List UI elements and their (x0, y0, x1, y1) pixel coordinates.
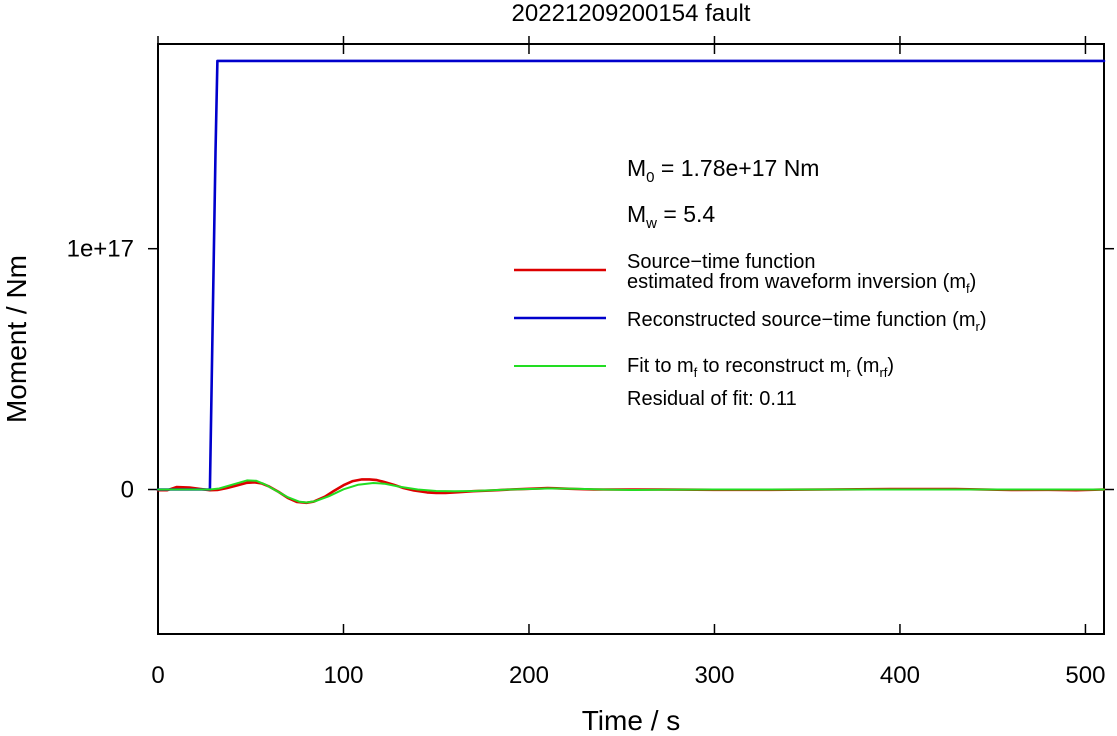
plot-frame (157, 43, 1105, 635)
legend-green-label: Fit to mf to reconstruct mr (mrf) (627, 355, 894, 380)
y-axis-ticks: 0 1e+17 (67, 236, 1114, 504)
y-tick-label-0: 0 (121, 477, 134, 504)
m0-annotation: M0 = 1.78e+17 Nm (627, 155, 819, 186)
chart-title: 20221209200154 fault (512, 0, 751, 27)
x-tick-label-5: 500 (1065, 662, 1105, 689)
y-tick-label-1: 1e+17 (67, 236, 134, 263)
x-tick-label-4: 400 (880, 662, 920, 689)
legend-red-line1: Source−time function (627, 251, 815, 273)
x-tick-label-2: 200 (509, 662, 549, 689)
x-axis-label: Time / s (582, 705, 681, 736)
x-tick-label-3: 300 (694, 662, 734, 689)
mw-annotation: Mw = 5.4 (627, 201, 715, 232)
residual-annotation: Residual of fit: 0.11 (627, 388, 797, 410)
legend-red-line2: estimated from waveform inversion (mf) (627, 271, 976, 296)
legend: Source−time function estimated from wave… (514, 251, 987, 410)
red-series-line (156, 478, 1106, 505)
x-tick-label-1: 100 (323, 662, 363, 689)
y-axis-label: Moment / Nm (1, 255, 32, 423)
green-series-line (157, 479, 1105, 504)
series-layer (156, 59, 1106, 505)
legend-blue-label: Reconstructed source−time function (mr) (627, 309, 987, 334)
x-axis-ticks: 0 100 200 300 400 500 (151, 36, 1105, 689)
x-tick-label-0: 0 (151, 662, 164, 689)
